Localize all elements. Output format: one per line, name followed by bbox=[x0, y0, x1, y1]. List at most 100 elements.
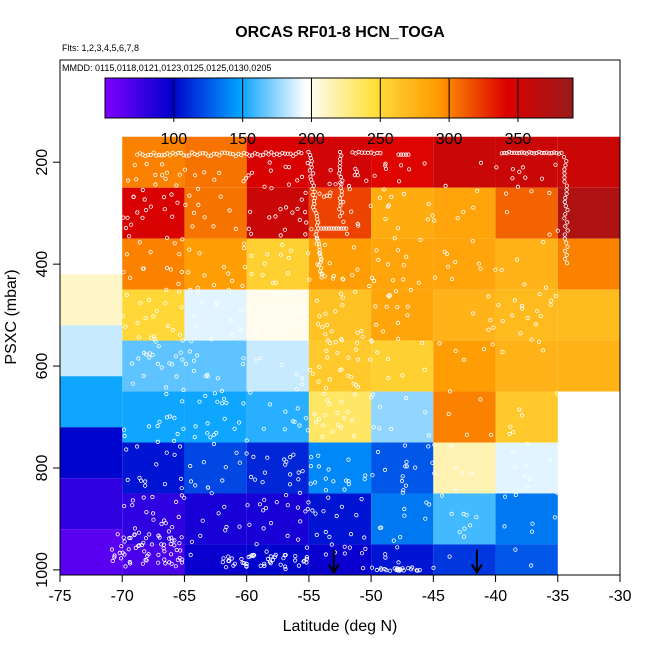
sample-point bbox=[283, 462, 288, 467]
sample-point bbox=[262, 184, 267, 189]
sample-point bbox=[288, 472, 293, 477]
sample-point bbox=[165, 235, 170, 240]
sample-point bbox=[237, 460, 242, 465]
sample-point bbox=[565, 228, 570, 233]
sample-point bbox=[238, 328, 243, 333]
sample-point bbox=[165, 151, 170, 156]
sample-point bbox=[300, 469, 305, 474]
sample-point bbox=[393, 289, 399, 294]
sample-point bbox=[530, 521, 535, 526]
sample-point bbox=[403, 152, 409, 157]
sample-point bbox=[432, 442, 437, 447]
sample-point bbox=[312, 208, 317, 213]
sample-point bbox=[320, 434, 325, 439]
sample-point bbox=[544, 150, 549, 155]
sample-point bbox=[201, 460, 206, 465]
sample-point bbox=[176, 281, 181, 286]
sample-point bbox=[525, 315, 530, 320]
heatmap-cell bbox=[308, 544, 372, 575]
sample-point bbox=[137, 240, 142, 245]
sample-point bbox=[136, 356, 141, 361]
sample-point bbox=[178, 350, 183, 355]
sample-point bbox=[212, 391, 217, 396]
sample-point bbox=[163, 521, 168, 526]
sample-point bbox=[517, 169, 522, 174]
x-tick-label: -45 bbox=[422, 588, 445, 605]
sample-point bbox=[215, 300, 220, 305]
chart-subtitle-flights: Flts: 1,2,3,4,5,6,7,8 bbox=[62, 43, 139, 53]
sample-point bbox=[316, 379, 321, 384]
sample-point bbox=[325, 398, 330, 403]
sample-point bbox=[341, 219, 346, 224]
sample-point bbox=[352, 433, 357, 438]
sample-point bbox=[395, 336, 401, 341]
sample-point bbox=[380, 329, 386, 334]
heatmap-cell bbox=[122, 340, 185, 392]
sample-point bbox=[203, 393, 208, 398]
sample-point bbox=[191, 368, 196, 373]
sample-point bbox=[337, 171, 342, 176]
y-axis: 200 400 600 800 1000 bbox=[34, 149, 60, 588]
sample-point bbox=[339, 504, 344, 509]
sample-point bbox=[250, 552, 255, 558]
sample-point bbox=[461, 357, 467, 362]
sample-point bbox=[163, 301, 168, 306]
sample-point bbox=[462, 526, 467, 531]
sample-point bbox=[252, 477, 258, 482]
heatmap-cell bbox=[308, 391, 372, 443]
sample-point bbox=[355, 330, 360, 335]
sample-point bbox=[244, 561, 249, 567]
sample-point bbox=[522, 150, 527, 155]
sample-point bbox=[122, 539, 127, 544]
sample-point bbox=[136, 335, 141, 340]
sample-point bbox=[383, 161, 388, 166]
sample-point bbox=[121, 535, 126, 540]
sample-point bbox=[238, 308, 243, 313]
sample-point bbox=[248, 390, 253, 395]
sample-point bbox=[562, 248, 568, 253]
sample-point bbox=[371, 278, 377, 284]
sample-point bbox=[536, 339, 542, 344]
arrow-head bbox=[471, 563, 483, 575]
sample-point bbox=[349, 209, 354, 214]
sample-point bbox=[342, 544, 347, 549]
sample-point bbox=[252, 151, 257, 156]
sample-point bbox=[167, 414, 173, 419]
sample-point bbox=[314, 236, 319, 241]
sample-point bbox=[355, 221, 360, 226]
sample-point bbox=[317, 191, 322, 196]
sample-point bbox=[307, 277, 312, 282]
sample-point bbox=[205, 421, 210, 426]
sample-point bbox=[230, 278, 235, 283]
sample-point bbox=[183, 202, 188, 207]
sample-point bbox=[156, 552, 161, 557]
sample-point bbox=[128, 275, 133, 280]
sample-point bbox=[302, 210, 308, 215]
sample-point bbox=[240, 361, 246, 367]
sample-point bbox=[307, 168, 312, 173]
sample-point bbox=[352, 289, 358, 294]
sample-point bbox=[327, 377, 332, 382]
sample-point bbox=[422, 161, 427, 166]
sample-point bbox=[261, 426, 266, 431]
sample-point bbox=[139, 542, 145, 548]
sample-point bbox=[164, 450, 169, 455]
sample-point bbox=[172, 538, 177, 543]
plot-frame bbox=[59, 59, 621, 576]
sample-point bbox=[167, 361, 172, 366]
sample-point bbox=[249, 170, 255, 175]
sample-point bbox=[324, 348, 329, 353]
sample-point bbox=[426, 502, 432, 507]
sample-point bbox=[110, 558, 115, 564]
sample-point bbox=[396, 560, 401, 565]
sample-point bbox=[355, 267, 360, 272]
sample-point bbox=[406, 167, 412, 172]
sample-point bbox=[240, 560, 245, 565]
sample-point bbox=[414, 568, 419, 573]
sample-point bbox=[341, 277, 346, 282]
sample-point bbox=[264, 549, 269, 554]
sample-point bbox=[206, 153, 211, 158]
sample-point bbox=[254, 541, 259, 547]
sample-point bbox=[323, 552, 328, 557]
sample-point bbox=[174, 183, 179, 188]
